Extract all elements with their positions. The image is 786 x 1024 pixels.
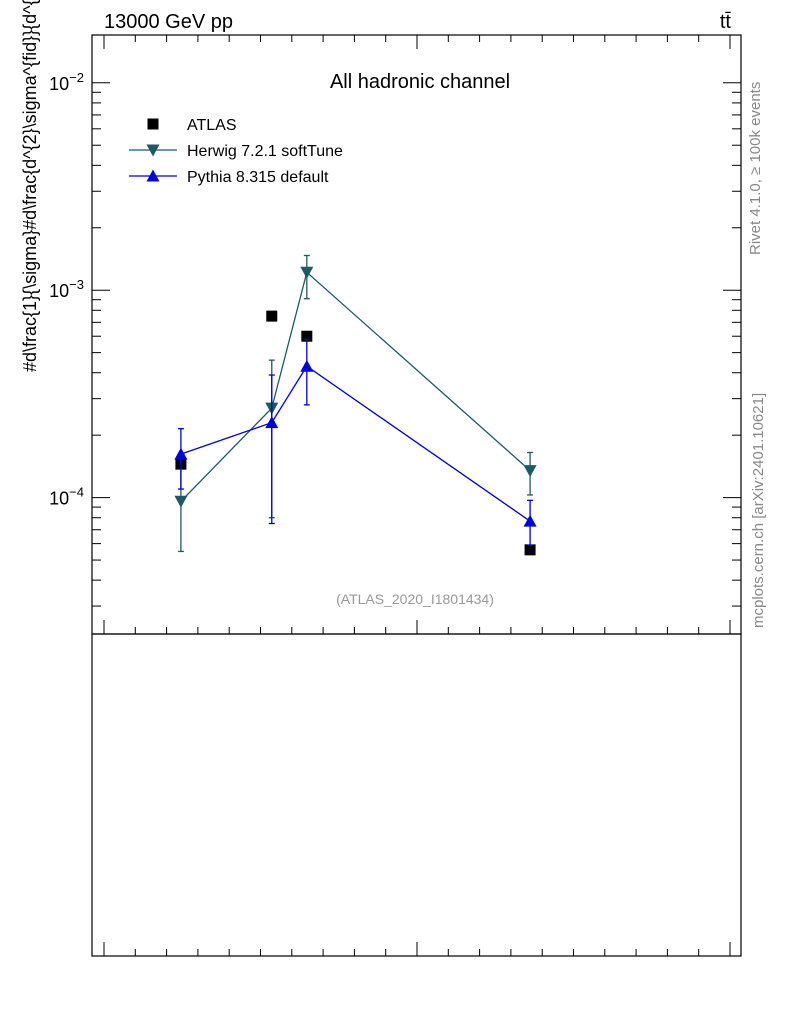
- legend-item: Pythia 8.315 default: [129, 169, 329, 186]
- data-point: [523, 514, 537, 527]
- series-pythia-8-315-default: [174, 338, 537, 546]
- data-point: [174, 447, 188, 460]
- y-axis-label: #d\frac{1}{\sigma}#d\frac{d^{2}\sigma^{f…: [20, 0, 41, 372]
- legend-label: Pythia 8.315 default: [187, 169, 329, 186]
- series-line: [180, 271, 531, 502]
- series-layer: [174, 254, 537, 556]
- data-point: [300, 266, 314, 279]
- data-point: [523, 465, 537, 478]
- mcplots-reference-label: mcplots.cern.ch [arXiv:2401.10621]: [750, 393, 767, 628]
- header-energy-label: 13000 GeV pp: [104, 11, 233, 33]
- analysis-tag: (ATLAS_2020_I1801434): [336, 591, 494, 607]
- data-point: [266, 310, 278, 322]
- legend-item: Herwig 7.2.1 softTune: [129, 143, 343, 160]
- y-tick-label: 10−2: [49, 70, 84, 94]
- y-tick-labels: 10−4 10−3 10−2: [49, 70, 84, 509]
- data-point: [301, 330, 313, 342]
- legend-marker: [146, 169, 160, 182]
- ratio-plot-frame: [91, 633, 742, 957]
- data-point: [174, 495, 188, 508]
- series-herwig-7-2-1-softtune: [174, 254, 537, 553]
- axis-ticks: [92, 35, 741, 956]
- data-point: [265, 416, 279, 429]
- header-process-label: tt̄: [720, 11, 732, 33]
- legend-item: ATLAS: [147, 117, 237, 134]
- data-point: [524, 544, 536, 556]
- rivet-version-label: Rivet 4.1.0, ≥ 100k events: [747, 82, 764, 255]
- legend-label: Herwig 7.2.1 softTune: [187, 143, 343, 160]
- chart-title: All hadronic channel: [330, 71, 510, 93]
- legend-marker: [146, 144, 160, 157]
- legend-label: ATLAS: [187, 117, 237, 134]
- legend-marker: [147, 118, 159, 130]
- series-atlas: [175, 310, 536, 556]
- legend: ATLAS Herwig 7.2.1 softTune Pythia 8.315 d…: [129, 117, 343, 186]
- data-point: [300, 359, 314, 372]
- series-line: [180, 365, 531, 522]
- y-tick-label: 10−4: [49, 485, 84, 509]
- y-tick-label: 10−3: [49, 277, 84, 301]
